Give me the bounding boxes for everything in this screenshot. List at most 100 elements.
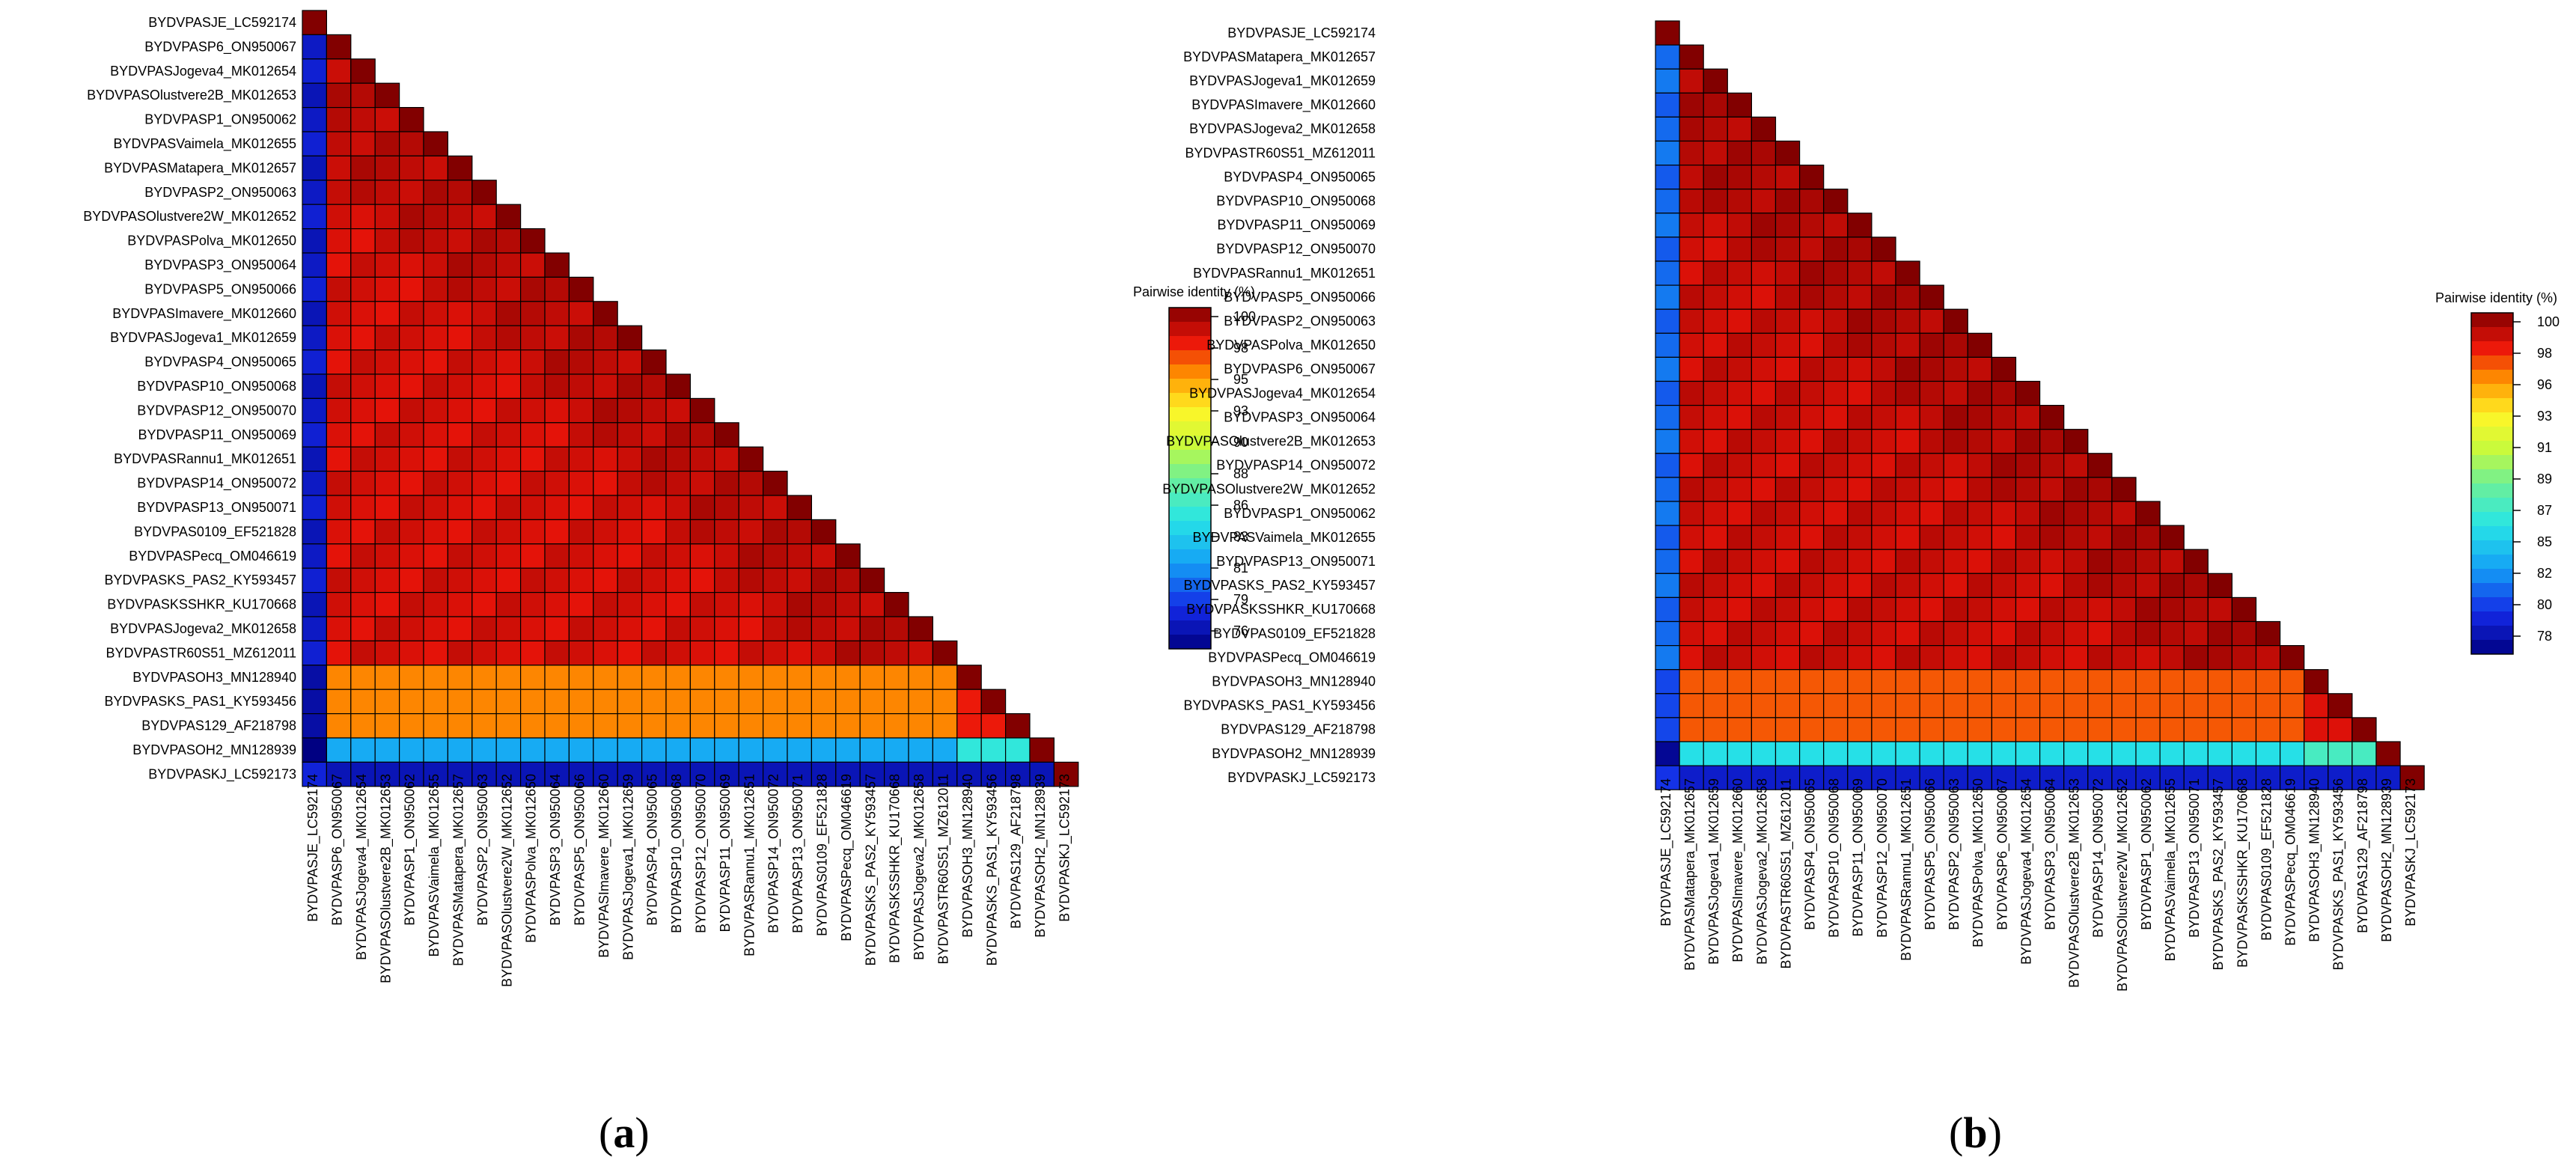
heatmap-cell: [374, 252, 400, 278]
heatmap-cell: [1799, 308, 1825, 334]
heatmap-cell: [641, 665, 667, 690]
heatmap-cell: [1847, 332, 1873, 358]
heatmap-cell: [1703, 213, 1728, 238]
heatmap-cell: [1727, 213, 1753, 238]
heatmap-cell: [1823, 453, 1849, 478]
heatmap-cell: [1655, 68, 1680, 94]
heatmap-cell: [787, 737, 813, 763]
heatmap-cell: [1751, 213, 1777, 238]
heatmap-cell: [302, 155, 328, 181]
heatmap-cell: [1967, 573, 1993, 598]
heatmap-cell: [2351, 765, 2377, 790]
heatmap-cell: [689, 495, 715, 521]
heatmap-cell: [1823, 213, 1849, 238]
heatmap-cell: [398, 567, 424, 593]
heatmap-cell: [326, 591, 352, 617]
heatmap-cell: [593, 301, 618, 326]
heatmap-cell: [1751, 525, 1777, 550]
heatmap-cell: [762, 616, 788, 642]
heatmap-cell: [2111, 501, 2137, 526]
heatmap-cell: [2135, 717, 2161, 742]
heatmap-cell: [714, 640, 739, 666]
heatmap-cell: [641, 616, 667, 642]
heatmap-cell: [326, 252, 352, 278]
heatmap-cell: [1823, 284, 1849, 310]
heatmap-cell: [350, 301, 376, 326]
heatmap-cell: [2087, 573, 2113, 598]
heatmap-cell: [1774, 260, 1801, 286]
heatmap-cell: [689, 470, 715, 496]
heatmap-cell: [302, 591, 328, 617]
heatmap-cell: [1679, 573, 1704, 598]
heatmap-cell: [2111, 741, 2137, 766]
heatmap-cell: [617, 761, 643, 787]
heatmap-cell: [689, 761, 715, 787]
heatmap-cell: [641, 470, 667, 496]
legend-border: [2470, 312, 2514, 655]
heatmap-cell: [714, 495, 739, 521]
heatmap-cell: [302, 640, 328, 666]
heatmap-cell: [2087, 669, 2113, 695]
heatmap-cell: [447, 737, 473, 763]
heatmap-cell: [350, 58, 376, 84]
heatmap-cell: [2231, 741, 2257, 766]
heatmap-cell: [1823, 332, 1849, 358]
heatmap-cell: [374, 155, 400, 181]
heatmap-cell: [593, 591, 618, 617]
heatmap-cell: [398, 543, 424, 569]
heatmap-cell: [1991, 765, 2017, 790]
heatmap-cell: [738, 591, 764, 617]
column-label: BYDVPAS0109_EF521828: [2259, 778, 2274, 941]
heatmap-cell: [326, 34, 352, 60]
heatmap-cell: [302, 397, 328, 424]
heatmap-cell: [495, 446, 522, 472]
heatmap-cell: [1703, 477, 1728, 502]
heatmap-cell: [1967, 429, 1993, 454]
heatmap-cell: [1679, 213, 1704, 238]
heatmap-cell: [1703, 380, 1728, 406]
heatmap-cell: [1655, 717, 1680, 742]
row-label: BYDVPASPecq_OM046619: [1208, 650, 1376, 665]
heatmap-cell: [1823, 189, 1849, 214]
heatmap-cell: [932, 640, 958, 666]
legend-color-band: [2471, 611, 2513, 626]
heatmap-cell: [1751, 332, 1777, 358]
heatmap-cell: [326, 761, 352, 787]
heatmap-cell: [1751, 429, 1777, 454]
heatmap-cell: [2255, 717, 2281, 742]
heatmap-cell: [2159, 525, 2185, 550]
column-label: BYDVPAS129_AF218798: [1009, 774, 1025, 929]
heatmap-cell: [1943, 549, 1968, 574]
row-label: BYDVPASKJ_LC592173: [1227, 770, 1376, 786]
heatmap-cell: [350, 325, 376, 351]
heatmap-cell: [1679, 308, 1704, 334]
heatmap-cell: [568, 373, 594, 400]
heatmap-cell: [2159, 693, 2185, 718]
heatmap-cell: [1703, 693, 1728, 718]
heatmap-cell: [447, 689, 473, 715]
heatmap-cell: [374, 180, 400, 205]
heatmap-cell: [2328, 693, 2353, 718]
heatmap-cell: [2280, 669, 2305, 695]
heatmap-cell: [714, 737, 739, 763]
heatmap-cell: [350, 204, 376, 230]
heatmap-cell: [1655, 260, 1680, 286]
column-label: BYDVPASPecq_OM046619: [839, 774, 855, 941]
heatmap-cell: [1703, 308, 1728, 334]
heatmap-cell: [1703, 717, 1728, 742]
heatmap-cell: [665, 470, 692, 496]
heatmap-cell: [1053, 761, 1079, 787]
heatmap-cell: [2087, 477, 2113, 502]
heatmap-cell: [2135, 765, 2161, 790]
legend-tick-label: 79: [1233, 592, 1248, 607]
heatmap-cell: [447, 373, 473, 400]
heatmap-cell: [1919, 429, 1944, 454]
heatmap-cell: [980, 737, 1007, 763]
heatmap-cell: [495, 543, 522, 569]
legend-title: Pairwise identity (%): [2435, 290, 2557, 305]
heatmap-cell: [2063, 453, 2089, 478]
heatmap-cell: [2063, 477, 2089, 502]
heatmap-cell: [1655, 596, 1680, 623]
row-label: BYDVPASJE_LC592174: [1227, 25, 1376, 41]
heatmap-cell: [689, 712, 715, 739]
